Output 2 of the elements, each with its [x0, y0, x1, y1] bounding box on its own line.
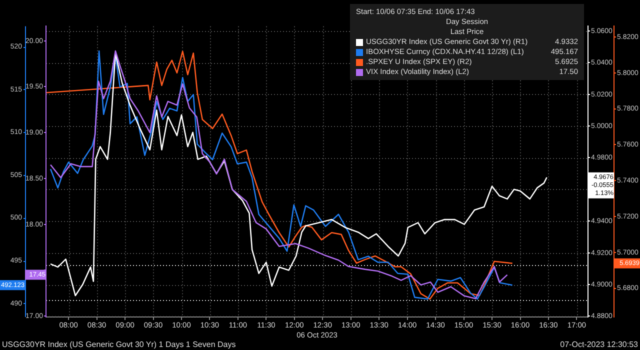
text: USGG30YR Index (US Generic Govt 30 Yr) 1 Days 1 Seven Days	[2, 340, 236, 349]
text: 07-Oct-2023 12:30:53	[560, 340, 638, 349]
